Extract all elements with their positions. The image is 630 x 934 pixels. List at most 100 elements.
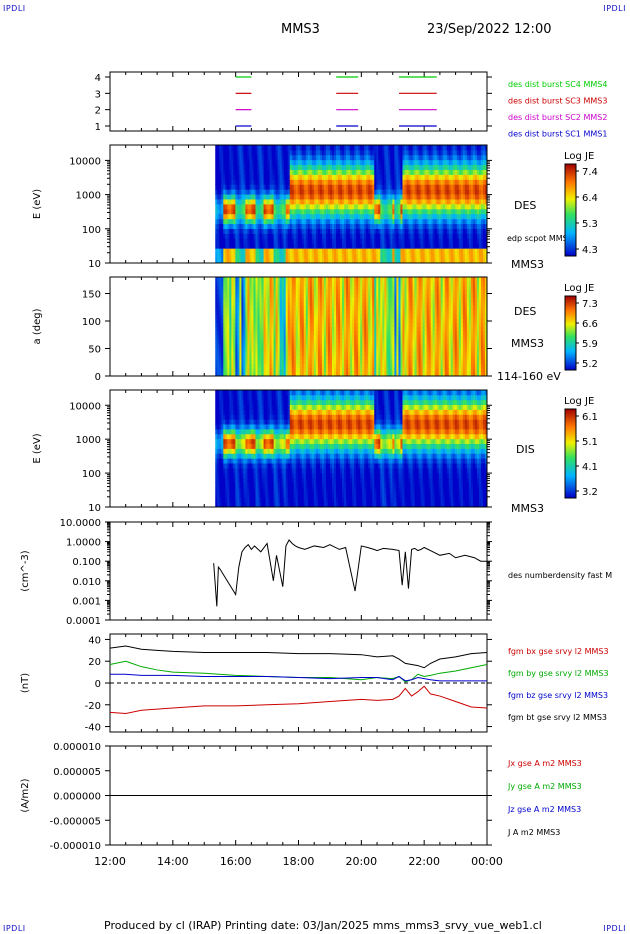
- des-pitch-heatmap-cell: [241, 281, 244, 286]
- des-pitch-heatmap-cell: [301, 334, 305, 340]
- des-energy-heatmap-cell: [410, 169, 413, 175]
- des-pitch-heatmap-cell: [219, 338, 222, 344]
- des-energy-heatmap-cell: [466, 233, 470, 239]
- des-pitch-heatmap-cell: [229, 293, 232, 299]
- des-pitch-heatmap-cell: [243, 277, 246, 282]
- des-pitch-heatmap-cell: [235, 318, 238, 323]
- des-energy-heatmap-cell: [364, 199, 367, 205]
- des-pitch-heatmap-cell: [257, 310, 260, 315]
- des-pitch-heatmap-cell: [336, 293, 339, 299]
- des-energy-heatmap-cell: [424, 189, 428, 195]
- des-energy-heatmap-cell: [323, 253, 327, 259]
- des-energy-heatmap-cell: [271, 208, 275, 215]
- des-energy-heatmap-cell: [354, 169, 357, 175]
- des-pitch-heatmap-cell: [287, 351, 291, 356]
- des-energy-heatmap-cell: [452, 145, 456, 151]
- des-pitch-heatmap-cell: [336, 367, 339, 373]
- des-pitch-heatmap-cell: [265, 338, 268, 344]
- des-energy-heatmap-cell: [396, 194, 399, 200]
- des-energy-heatmap-cell: [368, 204, 371, 210]
- des-energy-heatmap-cell: [291, 248, 295, 254]
- des-pitch-heatmap-cell: [217, 285, 220, 290]
- des-energy-heatmap-cell: [301, 253, 305, 259]
- des-pitch-heatmap-cell: [325, 351, 329, 356]
- des-energy-heatmap-cell: [287, 228, 291, 234]
- des-energy-heatmap-cell: [285, 159, 289, 166]
- des-energy-heatmap-cell: [446, 154, 450, 161]
- des-energy-heatmap-cell: [374, 174, 377, 180]
- des-energy-heatmap-cell: [394, 179, 397, 185]
- des-pitch-heatmap-cell: [323, 343, 327, 348]
- des-energy-heatmap-cell: [454, 218, 458, 225]
- des-energy-heatmap-cell: [243, 154, 246, 161]
- des-pitch-heatmap-cell: [261, 285, 264, 290]
- des-energy-heatmap-cell: [358, 199, 361, 205]
- des-energy-heatmap-cell: [448, 159, 452, 166]
- des-pitch-heatmap-cell: [255, 305, 258, 311]
- des-energy-heatmap-cell: [239, 169, 242, 175]
- des-pitch-heatmap-cell: [309, 314, 313, 319]
- des-pitch-heatmap-cell: [247, 326, 250, 332]
- des-pitch-heatmap-cell: [289, 310, 293, 315]
- des-energy-heatmap-cell: [374, 179, 377, 185]
- des-energy-heatmap-cell: [241, 228, 244, 234]
- des-energy-heatmap-cell: [438, 233, 442, 239]
- des-energy-heatmap-cell: [331, 189, 335, 195]
- des-energy-heatmap-cell: [225, 213, 228, 220]
- des-energy-heatmap-cell: [364, 179, 367, 185]
- des-pitch-heatmap-cell: [319, 355, 323, 360]
- des-energy-heatmap-cell: [323, 179, 327, 185]
- des-energy-heatmap-cell: [336, 184, 339, 190]
- des-energy-heatmap-cell: [342, 218, 345, 225]
- des-energy-y-tick-label: 10000: [69, 156, 101, 167]
- des-energy-heatmap-cell: [275, 174, 279, 180]
- des-energy-heatmap-cell: [390, 149, 393, 156]
- des-energy-heatmap-cell: [303, 179, 307, 185]
- des-pitch-heatmap-cell: [229, 343, 232, 348]
- des-pitch-heatmap-cell: [271, 367, 275, 373]
- des-energy-heatmap-cell: [293, 145, 297, 151]
- des-energy-heatmap-cell: [269, 223, 273, 229]
- des-pitch-heatmap-cell: [225, 293, 228, 299]
- des-energy-heatmap-cell: [331, 179, 335, 185]
- des-energy-heatmap-cell: [215, 243, 218, 249]
- des-energy-heatmap-cell: [227, 159, 230, 166]
- des-energy-heatmap-cell: [317, 213, 321, 220]
- des-energy-heatmap-cell: [384, 189, 387, 195]
- des-energy-heatmap-cell: [297, 228, 301, 234]
- des-energy-heatmap-cell: [344, 149, 347, 156]
- des-pitch-heatmap-cell: [313, 289, 317, 294]
- des-energy-heatmap-cell: [215, 213, 218, 220]
- des-energy-heatmap-cell: [279, 218, 283, 225]
- des-energy-heatmap-cell: [325, 174, 329, 180]
- des-energy-heatmap-cell: [301, 169, 305, 175]
- des-energy-heatmap-cell: [430, 169, 434, 175]
- des-energy-heatmap-cell: [438, 194, 442, 200]
- des-pitch-heatmap-cell: [311, 363, 315, 369]
- des-pitch-heatmap-cell: [223, 367, 226, 373]
- des-pitch-heatmap-cell: [215, 318, 218, 323]
- des-energy-heatmap-cell: [482, 204, 486, 210]
- des-pitch-heatmap-cell: [336, 326, 339, 332]
- des-energy-heatmap-cell: [386, 243, 389, 249]
- des-energy-heatmap-cell: [289, 208, 293, 215]
- des-energy-heatmap-cell: [295, 199, 299, 205]
- des-pitch-heatmap-cell: [271, 338, 275, 344]
- des-pitch-heatmap-cell: [227, 289, 230, 294]
- des-pitch-heatmap-cell: [233, 363, 236, 369]
- des-energy-heatmap-cell: [456, 189, 460, 195]
- des-energy-heatmap-cell: [219, 174, 222, 180]
- des-energy-heatmap-cell: [297, 213, 301, 220]
- des-pitch-heatmap-cell: [315, 314, 319, 319]
- des-pitch-heatmap-cell: [329, 297, 333, 303]
- des-pitch-heatmap-cell: [334, 334, 337, 340]
- des-energy-heatmap-cell: [227, 145, 230, 151]
- des-energy-heatmap-cell: [245, 199, 248, 205]
- des-pitch-heatmap-cell: [259, 367, 262, 373]
- des-pitch-heatmap-cell: [334, 347, 337, 352]
- des-energy-heatmap-cell: [247, 159, 250, 166]
- des-energy-heatmap-cell: [424, 218, 428, 225]
- des-pitch-heatmap-cell: [291, 305, 295, 311]
- des-energy-colorbar-tick-label: 7.4: [582, 167, 598, 178]
- des-energy-heatmap-cell: [466, 218, 470, 225]
